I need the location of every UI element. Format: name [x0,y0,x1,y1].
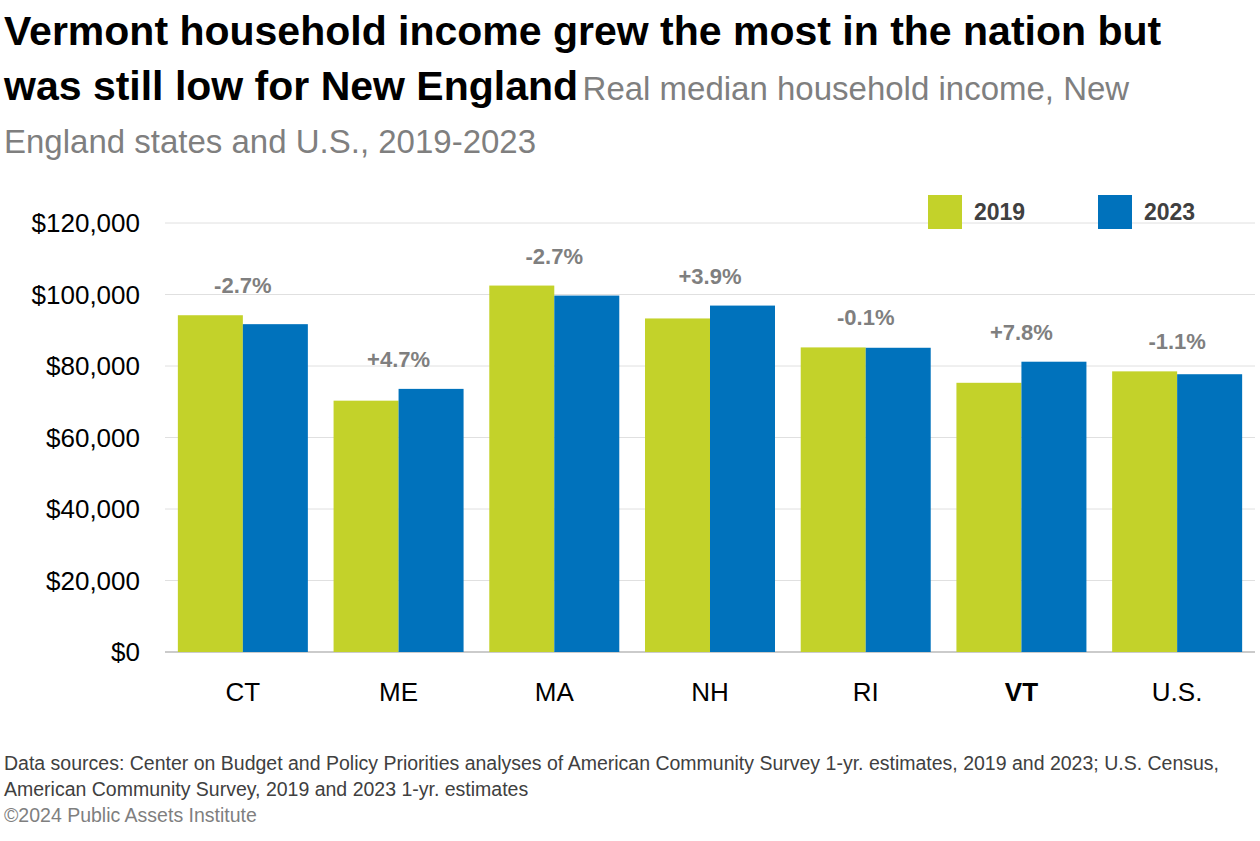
annotation: +7.8% [990,320,1053,345]
annotation: -2.7% [526,244,583,269]
source: Data sources: Center on Budget and Polic… [4,750,1234,802]
legend-label: 2023 [1144,199,1195,225]
bar [243,324,308,652]
bar [710,306,775,652]
footer: Data sources: Center on Budget and Polic… [4,750,1234,828]
y-tick-label: $0 [111,637,140,667]
y-tick-label: $100,000 [32,280,140,310]
bar [1177,374,1242,652]
x-tick-label: CT [226,677,261,707]
legend-swatch [1098,195,1132,229]
bar [801,347,866,652]
legend-swatch [928,195,962,229]
bar [956,383,1021,652]
bar [178,315,243,652]
bar [334,401,399,652]
y-tick-label: $40,000 [46,494,140,524]
grid-line [165,294,1255,295]
y-tick-label: $20,000 [46,566,140,596]
bars [178,286,1242,652]
chart: $0 $20,000 $40,000 $60,000 $80,000 $100,000 $1… [0,0,1260,841]
grid-line [165,223,1255,224]
bar [489,286,554,652]
legend-label: 2019 [974,199,1025,225]
bar [1021,362,1086,652]
x-tick-label: U.S. [1152,677,1203,707]
bar [866,348,931,652]
y-tick-label: $80,000 [46,351,140,381]
x-tick-label: RI [853,677,879,707]
y-tick-label: $60,000 [46,423,140,453]
x-tick-label: MA [535,677,575,707]
bar [399,389,464,652]
header: Vermont household income grew the most i… [4,8,1249,171]
annotation: +3.9% [679,264,742,289]
annotation: -2.7% [214,273,271,298]
x-tick-label: NH [691,677,729,707]
y-tick-label: $120,000 [32,208,140,238]
bar [554,296,619,652]
bar [645,318,710,652]
credit: ©2024 Public Assets Institute [4,802,1234,828]
annotation: -0.1% [837,305,894,330]
bar [1112,371,1177,652]
annotation: +4.7% [367,347,430,372]
x-tick-label: ME [379,677,418,707]
annotation: -1.1% [1148,329,1205,354]
x-tick-label: VT [1005,677,1038,707]
